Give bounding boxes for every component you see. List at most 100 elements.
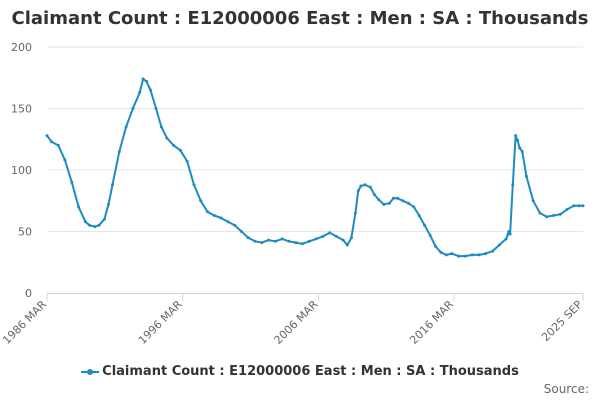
data-point[interactable] bbox=[307, 239, 311, 243]
data-point[interactable] bbox=[484, 252, 488, 256]
data-point[interactable] bbox=[359, 184, 363, 188]
data-point[interactable] bbox=[377, 198, 380, 201]
data-point[interactable] bbox=[273, 239, 277, 243]
data-point[interactable] bbox=[412, 205, 416, 209]
data-point[interactable] bbox=[406, 201, 410, 205]
data-point[interactable] bbox=[518, 146, 522, 150]
data-point[interactable] bbox=[497, 243, 501, 247]
data-point[interactable] bbox=[93, 225, 97, 229]
data-point[interactable] bbox=[63, 158, 67, 162]
data-point[interactable] bbox=[280, 237, 284, 241]
data-point[interactable] bbox=[345, 243, 349, 247]
data-point[interactable] bbox=[145, 79, 148, 83]
data-point[interactable] bbox=[514, 134, 518, 138]
data-point[interactable] bbox=[328, 231, 332, 235]
data-point[interactable] bbox=[172, 143, 176, 147]
data-point[interactable] bbox=[314, 237, 318, 241]
data-point[interactable] bbox=[572, 204, 576, 208]
data-point[interactable] bbox=[154, 107, 158, 110]
data-point[interactable] bbox=[439, 250, 443, 254]
data-point[interactable] bbox=[538, 211, 542, 215]
data-point[interactable] bbox=[334, 234, 338, 238]
data-point[interactable] bbox=[253, 239, 257, 243]
data-point[interactable] bbox=[240, 230, 243, 233]
data-point[interactable] bbox=[45, 134, 49, 138]
data-point[interactable] bbox=[111, 183, 114, 187]
data-point[interactable] bbox=[159, 125, 163, 129]
data-point[interactable] bbox=[260, 241, 264, 245]
data-point[interactable] bbox=[77, 205, 81, 209]
data-point[interactable] bbox=[552, 214, 556, 217]
data-point[interactable] bbox=[387, 201, 391, 205]
data-point[interactable] bbox=[219, 216, 223, 220]
data-point[interactable] bbox=[50, 140, 53, 144]
data-point[interactable] bbox=[246, 236, 250, 240]
data-point[interactable] bbox=[531, 199, 535, 203]
data-point[interactable] bbox=[321, 234, 325, 238]
data-point[interactable] bbox=[199, 199, 203, 203]
data-point[interactable] bbox=[301, 242, 304, 246]
data-point[interactable] bbox=[524, 174, 528, 178]
data-point[interactable] bbox=[558, 212, 562, 216]
data-point[interactable] bbox=[102, 217, 106, 221]
data-point[interactable] bbox=[463, 254, 467, 258]
data-point[interactable] bbox=[83, 220, 87, 224]
data-point[interactable] bbox=[491, 249, 494, 253]
data-point[interactable] bbox=[428, 233, 432, 237]
data-point[interactable] bbox=[185, 159, 189, 163]
data-point[interactable] bbox=[504, 237, 508, 241]
data-point[interactable] bbox=[226, 220, 230, 224]
data-point[interactable] bbox=[508, 232, 512, 236]
data-point[interactable] bbox=[520, 150, 524, 154]
data-point[interactable] bbox=[401, 199, 405, 203]
data-point[interactable] bbox=[70, 180, 74, 184]
data-point[interactable] bbox=[444, 253, 448, 257]
data-point[interactable] bbox=[423, 223, 427, 227]
data-point[interactable] bbox=[192, 183, 196, 187]
data-point[interactable] bbox=[117, 150, 121, 154]
data-point[interactable] bbox=[349, 236, 353, 240]
data-point[interactable] bbox=[88, 223, 91, 227]
data-point[interactable] bbox=[138, 91, 142, 94]
data-point[interactable] bbox=[372, 193, 376, 197]
data-point[interactable] bbox=[507, 230, 511, 233]
data-point[interactable] bbox=[287, 239, 291, 243]
data-point[interactable] bbox=[382, 202, 386, 206]
data-point[interactable] bbox=[477, 253, 481, 257]
legend-line-marker-icon bbox=[81, 367, 100, 377]
data-point[interactable] bbox=[341, 238, 345, 242]
data-point[interactable] bbox=[233, 223, 237, 227]
data-point[interactable] bbox=[165, 136, 169, 140]
data-point[interactable] bbox=[356, 189, 360, 193]
data-point[interactable] bbox=[97, 223, 101, 227]
data-point[interactable] bbox=[450, 252, 454, 256]
data-point[interactable] bbox=[353, 211, 357, 215]
legend[interactable]: Claimant Count : E12000006 East : Men : … bbox=[0, 364, 600, 379]
data-point[interactable] bbox=[516, 139, 520, 142]
data-point[interactable] bbox=[581, 204, 585, 208]
data-point[interactable] bbox=[363, 183, 367, 187]
data-point[interactable] bbox=[178, 148, 182, 152]
data-point[interactable] bbox=[141, 77, 145, 81]
series-line[interactable] bbox=[46, 78, 584, 258]
data-point[interactable] bbox=[417, 214, 421, 217]
data-point[interactable] bbox=[206, 210, 209, 214]
data-point[interactable] bbox=[131, 107, 135, 110]
data-point[interactable] bbox=[565, 207, 569, 211]
data-point[interactable] bbox=[124, 125, 128, 129]
data-point[interactable] bbox=[470, 253, 474, 257]
data-point[interactable] bbox=[391, 196, 395, 200]
data-point[interactable] bbox=[434, 244, 437, 248]
data-point[interactable] bbox=[149, 88, 152, 92]
data-point[interactable] bbox=[368, 185, 372, 189]
data-point[interactable] bbox=[457, 254, 461, 258]
data-point[interactable] bbox=[107, 202, 110, 206]
data-point[interactable] bbox=[577, 204, 581, 208]
data-point[interactable] bbox=[511, 183, 515, 187]
data-point[interactable] bbox=[267, 238, 271, 242]
data-point[interactable] bbox=[294, 241, 298, 245]
data-point[interactable] bbox=[396, 196, 399, 200]
data-point[interactable] bbox=[545, 215, 549, 219]
data-point[interactable] bbox=[56, 143, 60, 147]
data-point[interactable] bbox=[212, 214, 216, 217]
